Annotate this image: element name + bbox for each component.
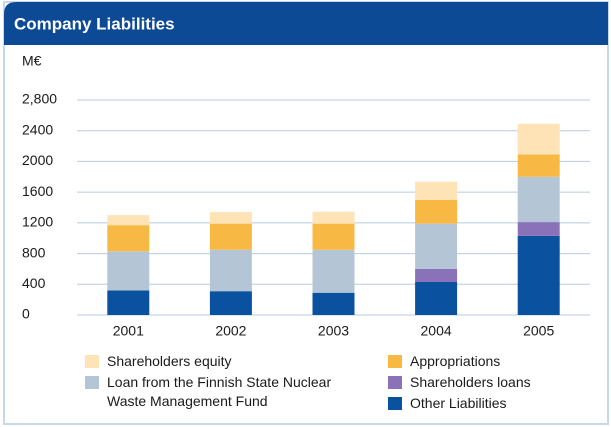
bar-segment xyxy=(415,181,458,200)
bar-segment xyxy=(415,268,458,282)
bar-segment xyxy=(517,123,560,155)
bar-segment xyxy=(415,281,458,315)
bar-segment xyxy=(107,215,150,226)
legend-item: Appropriations xyxy=(388,352,588,371)
legend-swatch xyxy=(388,397,402,410)
bar-segment xyxy=(312,249,355,293)
x-tick-label: 2002 xyxy=(215,323,246,339)
bar-segment xyxy=(517,222,560,236)
legend-swatch xyxy=(388,355,402,368)
legend-item: Loan from the Finnish State Nuclear Wast… xyxy=(85,373,365,411)
bar-segment xyxy=(209,223,252,250)
legend-item: Shareholders equity xyxy=(85,352,365,371)
legend-label: Other Liabilities xyxy=(410,395,507,411)
x-tick-label: 2004 xyxy=(421,323,452,339)
bar-segment xyxy=(517,154,560,177)
y-tick-label: 2000 xyxy=(22,152,53,168)
bar-segment xyxy=(312,211,355,224)
x-tick-label: 2001 xyxy=(113,323,144,339)
bar-segment xyxy=(415,223,458,269)
bar-segment xyxy=(209,291,252,315)
bar-segment xyxy=(107,251,150,291)
y-tick-label: 800 xyxy=(22,244,46,260)
bar-segment xyxy=(415,199,458,224)
bar-segment xyxy=(209,249,252,292)
bar-segment xyxy=(312,292,355,315)
bar-segment xyxy=(517,176,560,223)
header-band xyxy=(4,2,608,45)
y-tick-label: 2,800 xyxy=(22,91,57,107)
frame xyxy=(3,1,609,425)
legend-item: Shareholders loans xyxy=(388,373,588,392)
chart-title: Company Liabilities xyxy=(14,14,175,33)
x-tick-label: 2003 xyxy=(318,323,349,339)
legend-label: Shareholders loans xyxy=(410,374,531,390)
legend-swatch xyxy=(85,376,99,389)
legend-swatch xyxy=(388,376,402,389)
bar-segment xyxy=(107,290,150,315)
legend-label: Shareholders equity xyxy=(107,353,232,369)
bar-segment xyxy=(107,225,150,252)
y-tick-label: 2400 xyxy=(22,121,53,137)
bar-segment xyxy=(312,223,355,250)
legend-item: Other Liabilities xyxy=(388,394,588,413)
legend-label: Appropriations xyxy=(410,353,501,369)
y-tick-label: 1600 xyxy=(22,183,53,199)
x-tick-label: 2005 xyxy=(523,323,554,339)
bar-segment xyxy=(517,235,560,315)
legend-label: Loan from the Finnish State Nuclear Wast… xyxy=(107,374,332,409)
y-tick-label: 0 xyxy=(22,306,30,322)
bar-segment xyxy=(209,212,252,224)
y-tick-label: 400 xyxy=(22,275,46,291)
y-axis-label: M€ xyxy=(22,53,42,69)
y-tick-label: 1200 xyxy=(22,214,53,230)
legend-swatch xyxy=(85,355,99,368)
